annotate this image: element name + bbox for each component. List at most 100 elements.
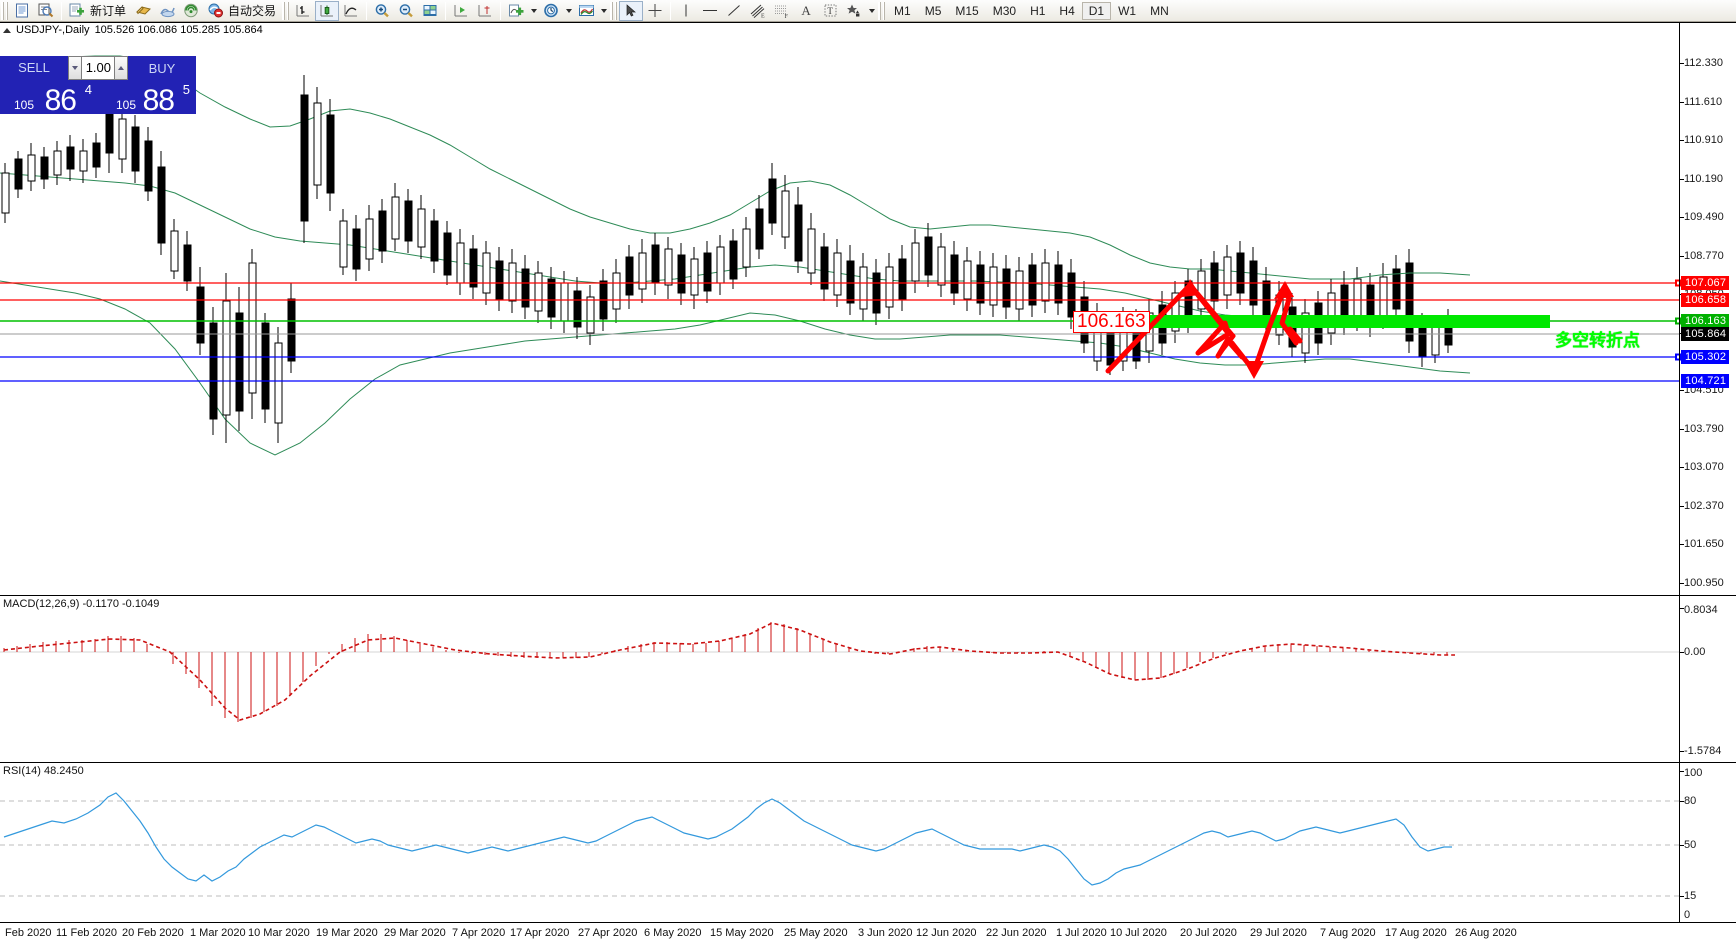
price-tick: 100.950 bbox=[1684, 577, 1724, 589]
volume-stepper[interactable]: 1.00 bbox=[68, 56, 128, 80]
new-order-button[interactable]: 新订单 bbox=[65, 1, 131, 21]
tile-windows-icon[interactable] bbox=[418, 1, 442, 21]
market-watch-icon[interactable] bbox=[10, 1, 34, 21]
sell-button[interactable]: SELL bbox=[0, 56, 68, 80]
bar-chart-icon[interactable] bbox=[291, 1, 315, 21]
add-indicator-chevron-down-icon[interactable] bbox=[528, 1, 539, 21]
timeframe-h1[interactable]: H1 bbox=[1030, 3, 1046, 18]
shapes-icon[interactable] bbox=[842, 1, 866, 21]
sell-price-main: 86 bbox=[44, 84, 77, 117]
svg-text:F: F bbox=[785, 14, 789, 19]
buy-price-point: 5 bbox=[182, 82, 190, 97]
price-tick: 110.910 bbox=[1684, 134, 1723, 146]
price-tick: 112.330 bbox=[1684, 57, 1723, 69]
date-label: 11 Feb 2020 bbox=[56, 927, 117, 939]
rsi-plot[interactable] bbox=[0, 763, 1679, 922]
templates-icon[interactable] bbox=[574, 1, 598, 21]
buy-button[interactable]: BUY bbox=[128, 56, 196, 80]
trendline-icon[interactable] bbox=[722, 1, 746, 21]
toolbar-grip-4[interactable] bbox=[878, 1, 886, 20]
volume-decrease-icon[interactable] bbox=[68, 56, 82, 80]
price-tag-support-2[interactable]: 104.721 bbox=[1681, 374, 1730, 388]
sell-price-display[interactable]: 105 86 4 bbox=[0, 80, 98, 117]
macd-tick: -1.5784 bbox=[1684, 745, 1722, 757]
line-chart-icon[interactable] bbox=[339, 1, 363, 21]
price-tag-resistance-2[interactable]: 106.658 bbox=[1681, 293, 1730, 307]
timeframe-m30[interactable]: M30 bbox=[992, 3, 1017, 18]
volume-input[interactable]: 1.00 bbox=[82, 56, 114, 80]
candlesticks bbox=[1, 75, 1453, 443]
date-label: 20 Feb 2020 bbox=[122, 927, 184, 939]
equidistant-channel-icon[interactable]: E bbox=[746, 1, 770, 21]
chart-shift-icon[interactable] bbox=[449, 1, 473, 21]
date-label: 6 May 2020 bbox=[644, 927, 702, 939]
macd-histogram bbox=[3, 622, 1448, 722]
toolbar-separator-4 bbox=[500, 1, 502, 20]
date-label: 12 Jun 2020 bbox=[916, 927, 977, 939]
macd-pane[interactable]: MACD(12,26,9) -0.1170 -0.1049 bbox=[0, 595, 1736, 761]
timeframe-m15[interactable]: M15 bbox=[955, 3, 979, 18]
price-tag-last-price: 105.864 bbox=[1681, 327, 1730, 341]
date-label: 20 Jul 2020 bbox=[1180, 927, 1237, 939]
timeframe-d1[interactable]: D1 bbox=[1081, 1, 1112, 20]
buy-price-prefix: 105 bbox=[116, 98, 137, 112]
price-tag-turning-point[interactable]: 106.163 bbox=[1681, 314, 1730, 328]
auto-scroll-icon[interactable] bbox=[473, 1, 497, 21]
zoom-out-icon[interactable] bbox=[394, 1, 418, 21]
toolbar-grip[interactable] bbox=[1, 1, 8, 20]
zoom-in-icon[interactable] bbox=[370, 1, 394, 21]
annotation-price-label[interactable]: 106.163 bbox=[1073, 311, 1150, 333]
fibonacci-retracement-icon[interactable]: F bbox=[770, 1, 794, 21]
price-tick: 110.190 bbox=[1684, 173, 1723, 185]
date-label: 29 Mar 2020 bbox=[384, 927, 446, 939]
rsi-tick: 100 bbox=[1684, 767, 1703, 779]
date-label: 3 Jun 2020 bbox=[858, 927, 913, 939]
templates-chevron-down-icon[interactable] bbox=[598, 1, 609, 21]
horizontal-line-icon[interactable] bbox=[698, 1, 722, 21]
price-plot[interactable] bbox=[0, 23, 1679, 594]
price-tag-support-1[interactable]: 105.302 bbox=[1681, 350, 1730, 364]
trend-arrow-path bbox=[1105, 282, 1303, 374]
timeframe-h4[interactable]: H4 bbox=[1059, 3, 1075, 18]
vertical-line-icon[interactable] bbox=[674, 1, 698, 21]
toolbar-grip-2[interactable] bbox=[282, 1, 290, 20]
date-label: 1 Mar 2020 bbox=[190, 927, 246, 939]
timeframe-mn[interactable]: MN bbox=[1150, 3, 1169, 18]
chart-area[interactable]: USDJPY-,Daily 105.526 106.086 105.285 10… bbox=[0, 22, 1736, 943]
text-label-icon[interactable]: T bbox=[818, 1, 842, 21]
symbol-header: USDJPY-,Daily 105.526 106.086 105.285 10… bbox=[3, 24, 263, 36]
shapes-chevron-down-icon[interactable] bbox=[866, 1, 877, 21]
rsi-line bbox=[3, 792, 1452, 886]
svg-text:T: T bbox=[827, 6, 833, 16]
toolbar-grip-3[interactable] bbox=[610, 1, 618, 20]
rsi-title: RSI(14) 48.2450 bbox=[3, 765, 84, 777]
crosshair-icon[interactable] bbox=[643, 1, 667, 21]
candlestick-chart-icon[interactable] bbox=[315, 0, 340, 21]
date-label: 29 Jul 2020 bbox=[1250, 927, 1307, 939]
add-indicator-icon[interactable] bbox=[504, 1, 528, 21]
symbol-name: USDJPY-,Daily bbox=[16, 24, 90, 36]
price-pane[interactable]: 112.330 111.610 110.910 110.190 109.490 … bbox=[0, 22, 1736, 594]
expert-advisor-icon[interactable] bbox=[131, 1, 155, 21]
annotation-turning-point-note[interactable]: 多空转折点 bbox=[1555, 331, 1640, 351]
cursor-icon[interactable] bbox=[619, 0, 644, 21]
text-icon[interactable]: A bbox=[801, 2, 811, 18]
new-order-label: 新订单 bbox=[90, 4, 127, 18]
rsi-pane[interactable]: RSI(14) 48.2450 100 80 50 15 0 bbox=[0, 762, 1736, 922]
metaquotes-language-icon[interactable] bbox=[179, 1, 203, 21]
strategy-tester-icon[interactable] bbox=[155, 1, 179, 21]
data-window-icon[interactable] bbox=[34, 1, 58, 21]
one-click-trading-panel[interactable]: SELL 1.00 BUY 105 86 4 105 88 5 bbox=[0, 56, 196, 117]
auto-trading-button[interactable]: 自动交易 bbox=[203, 1, 281, 21]
periodicity-chevron-down-icon[interactable] bbox=[563, 1, 574, 21]
price-tag-resistance-1[interactable]: 107.067 bbox=[1681, 276, 1730, 290]
buy-price-display[interactable]: 105 88 5 bbox=[98, 80, 196, 116]
periodicity-clock-icon[interactable] bbox=[539, 1, 563, 21]
timeframe-w1[interactable]: W1 bbox=[1118, 3, 1137, 18]
timeframe-m5[interactable]: M5 bbox=[924, 3, 942, 18]
volume-increase-icon[interactable] bbox=[114, 56, 128, 80]
macd-title: MACD(12,26,9) -0.1170 -0.1049 bbox=[3, 598, 160, 610]
macd-plot[interactable] bbox=[0, 596, 1679, 761]
date-axis: Feb 2020 11 Feb 2020 20 Feb 2020 1 Mar 2… bbox=[0, 922, 1736, 943]
timeframe-m1[interactable]: M1 bbox=[894, 3, 911, 18]
